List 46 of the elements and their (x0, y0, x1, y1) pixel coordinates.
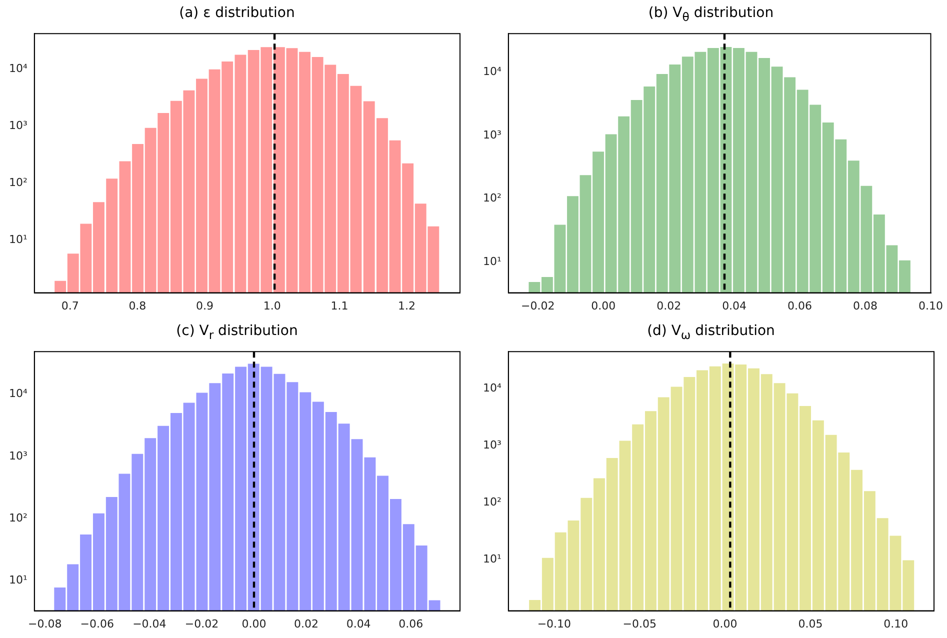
x-tick-label: 0.08 (853, 299, 878, 312)
x-tick-label: 0.00 (242, 617, 266, 630)
y-tick-label: 10³ (482, 128, 502, 142)
y-tick-label: 10¹ (8, 233, 28, 246)
chart-title: (a) ε distribution (178, 4, 296, 23)
y-tick-label: 10³ (482, 438, 502, 452)
y-tick-label: 10⁴ (482, 64, 502, 78)
x-tick-label: −0.10 (537, 617, 572, 630)
y-tick-label: 10¹ (482, 255, 502, 268)
x-tick-label: −0.04 (132, 617, 166, 630)
y-tick-label: 10⁴ (482, 382, 502, 395)
y-tick-label: 10³ (8, 449, 28, 462)
x-tick-label: 0.9 (196, 299, 214, 312)
x-tick-label: −0.06 (80, 617, 114, 630)
x-tick-label: −0.05 (622, 617, 656, 630)
y-tick-label: 10² (8, 512, 28, 525)
x-tick-label: 0.06 (788, 299, 812, 312)
y-tick-label: 10⁴ (8, 387, 28, 400)
y-tick-label: 10¹ (482, 552, 502, 566)
chart-title: (c) V$_{r}$ distribution (175, 322, 299, 342)
x-tick-label: 0.05 (798, 617, 823, 630)
y-tick-label: 10⁴ (8, 62, 28, 76)
x-tick-label: 0.02 (656, 299, 682, 312)
x-tick-label: 0.06 (398, 617, 424, 630)
x-tick-label: 0.10 (884, 617, 908, 630)
x-tick-label: 0.04 (346, 617, 371, 630)
x-tick-label: −0.02 (184, 617, 219, 630)
x-tick-label: 0.04 (722, 299, 747, 312)
chart-title: (d) V$_{ω}$ distribution (646, 322, 776, 342)
y-tick-label: 10¹ (8, 574, 28, 587)
y-tick-label: 10² (482, 496, 502, 509)
x-tick-label: −0.08 (28, 617, 62, 630)
x-tick-label: 0.02 (294, 617, 319, 630)
x-tick-label: 1.0 (263, 299, 281, 312)
y-tick-label: 10² (8, 176, 28, 190)
x-tick-label: 0.00 (591, 299, 616, 312)
x-tick-label: 0.8 (128, 299, 146, 312)
x-tick-label: −0.02 (521, 299, 555, 312)
x-tick-label: 0.00 (712, 617, 738, 630)
y-tick-label: 10³ (8, 119, 28, 132)
x-tick-label: 1.1 (330, 299, 348, 312)
x-tick-label: 0.10 (918, 299, 944, 312)
x-tick-label: 0.7 (61, 299, 79, 312)
x-tick-label: 1.2 (398, 299, 416, 312)
chart-title: (b) V$_{θ}$ distribution (647, 4, 775, 24)
y-tick-label: 10² (482, 192, 502, 205)
